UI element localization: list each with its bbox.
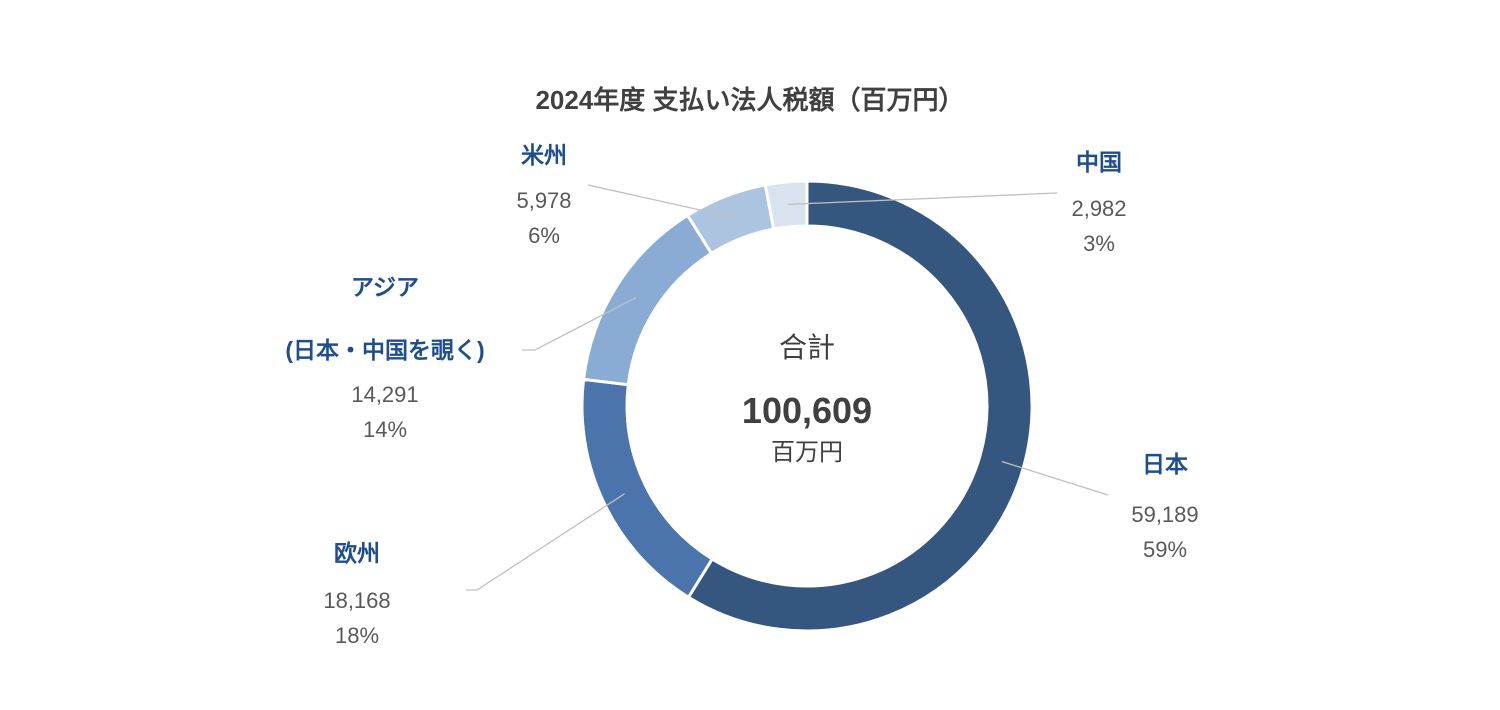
slice-label-europe: 欧州 xyxy=(334,540,380,566)
slice-value-americas: 5,978 xyxy=(516,188,571,213)
center-unit: 百万円 xyxy=(771,439,843,466)
slice-percent-americas: 6% xyxy=(528,223,560,248)
leader-lines xyxy=(466,184,1109,591)
leader-line-europe xyxy=(466,493,625,591)
slice-label-japan: 日本 xyxy=(1142,451,1188,477)
slice-europe xyxy=(580,377,715,600)
slice-label-asia-note: (日本・中国を覗く) xyxy=(285,337,484,363)
slice-label-asia: アジア xyxy=(351,274,419,300)
slice-label-china: 中国 xyxy=(1076,149,1122,175)
slice-percent-japan: 59% xyxy=(1143,537,1187,562)
center-caption: 合計 xyxy=(779,332,835,363)
leader-line-asia xyxy=(522,297,637,351)
slice-value-china: 2,982 xyxy=(1071,196,1126,221)
leader-line-japan xyxy=(1001,460,1109,496)
slice-china xyxy=(763,179,809,231)
center-total: 100,609 xyxy=(742,390,872,431)
slice-value-japan: 59,189 xyxy=(1131,502,1198,527)
slice-percent-china: 3% xyxy=(1083,231,1115,256)
slice-label-americas: 米州 xyxy=(521,142,567,168)
slice-percent-europe: 18% xyxy=(335,623,379,648)
slice-japan xyxy=(686,179,1034,633)
chart-title: 2024年度 支払い法人税額（百万円） xyxy=(535,85,964,115)
slice-percent-asia: 14% xyxy=(363,417,407,442)
slice-value-asia: 14,291 xyxy=(351,382,418,407)
slices-layer xyxy=(580,179,1034,633)
slice-asia xyxy=(581,213,714,387)
leader-line-china xyxy=(788,192,1058,206)
leader-line-americas xyxy=(587,184,734,219)
slice-value-europe: 18,168 xyxy=(323,588,390,613)
